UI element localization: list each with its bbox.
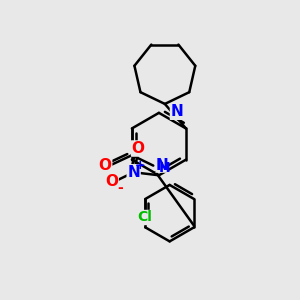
Text: O: O (132, 141, 145, 156)
Text: N: N (127, 165, 140, 180)
Text: +: + (135, 159, 146, 172)
Text: -: - (118, 181, 123, 195)
Text: N: N (156, 158, 168, 172)
Text: Cl: Cl (138, 211, 153, 224)
Text: H: H (159, 161, 170, 175)
Text: N: N (170, 104, 183, 119)
Text: O: O (105, 174, 118, 189)
Text: O: O (99, 158, 112, 173)
